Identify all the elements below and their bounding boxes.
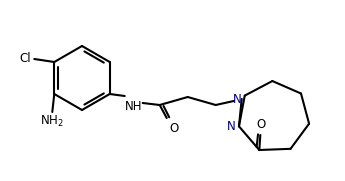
Text: N: N [227, 120, 236, 133]
Text: N: N [233, 92, 242, 106]
Text: O: O [170, 122, 179, 135]
Text: NH: NH [125, 100, 142, 113]
Text: O: O [257, 118, 266, 131]
Text: Cl: Cl [20, 52, 31, 64]
Text: NH$_2$: NH$_2$ [40, 114, 64, 129]
